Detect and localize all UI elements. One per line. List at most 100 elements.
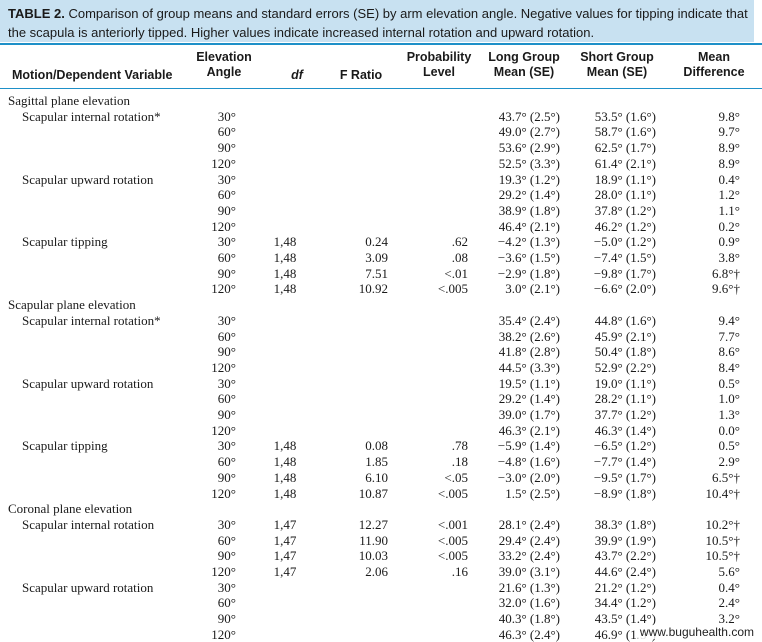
table-row: 120° 44.5° (3.3°) 52.9° (2.2°) 8.4° xyxy=(0,360,762,376)
cell-df: 1,48 xyxy=(273,438,297,454)
cell-mean-difference: 0.5° xyxy=(718,438,740,454)
cell-f-ratio: 10.92 xyxy=(358,281,388,297)
cell-short-group-mean: −7.4° (1.5°) xyxy=(593,250,656,265)
table-row: Scapular upward rotation 30° 21.6° (1.3°) 2… xyxy=(0,580,762,596)
cell-long-group-mean: 53.6° (2.9°) xyxy=(498,140,560,156)
cell-mean-difference: 3.8° xyxy=(718,250,740,265)
cell-long-group-mean: 29.2° (1.4°) xyxy=(498,187,560,203)
cell-elevation-angle: 120° xyxy=(211,485,236,501)
cell-short-group-mean: −6.5° (1.2°) xyxy=(593,438,656,454)
row-label: Coronal plane elevation xyxy=(8,501,133,517)
cell-short-group-mean: 39.9° (1.9°) xyxy=(594,532,656,548)
cell-mean-difference: 7.7° xyxy=(718,328,740,344)
cell-elevation-angle: 30° xyxy=(217,516,236,532)
caption-text: Comparison of group means and standard e… xyxy=(8,6,748,40)
cell-long-group-mean: −4.8° (1.6°) xyxy=(497,454,560,470)
table-row: 60° 29.2° (1.4°) 28.2° (1.1°) 1.0° xyxy=(0,391,762,407)
header-mean-difference: Mean Difference xyxy=(683,50,745,79)
header-short-group: Short Group Mean (SE) xyxy=(580,50,654,79)
cell-elevation-angle: 120° xyxy=(211,281,236,297)
cell-probability: <.01 xyxy=(444,265,468,281)
table-caption: TABLE 2. Comparison of group means and s… xyxy=(0,0,754,42)
cell-elevation-angle: 30° xyxy=(217,375,236,391)
row-label: Scapular upward rotation xyxy=(22,375,154,391)
cell-f-ratio: 7.51 xyxy=(365,265,388,281)
cell-long-group-mean: 49.0° (2.7°) xyxy=(498,124,560,140)
header-variable: Motion/Dependent Variable xyxy=(12,68,173,82)
top-rule xyxy=(0,43,762,45)
watermark: www.buguhealth.com xyxy=(637,625,756,639)
cell-elevation-angle: 60° xyxy=(217,250,236,265)
row-label: Scapular plane elevation xyxy=(8,297,136,313)
cell-probability: .16 xyxy=(451,564,468,579)
table-row: Scapular internal rotation 30° 1,47 12.27 <.… xyxy=(0,517,762,533)
cell-short-group-mean: 18.9° (1.1°) xyxy=(594,171,656,187)
header-rule xyxy=(0,88,762,89)
cell-long-group-mean: 19.3° (1.2°) xyxy=(498,171,560,187)
header-probability: Probability Level xyxy=(406,50,472,79)
cell-elevation-angle: 30° xyxy=(217,579,236,595)
cell-short-group-mean: −6.6° (2.0°) xyxy=(593,281,656,297)
cell-probability: .62 xyxy=(451,234,468,250)
cell-elevation-angle: 120° xyxy=(211,155,236,171)
table-row: 60° 29.2° (1.4°) 28.0° (1.1°) 1.2° xyxy=(0,187,762,203)
cell-f-ratio: 10.03 xyxy=(358,548,388,564)
cell-df: 1,48 xyxy=(273,485,297,501)
cell-elevation-angle: 30° xyxy=(217,312,236,328)
cell-probability: .78 xyxy=(451,438,468,454)
cell-probability: <.005 xyxy=(437,485,468,501)
cell-elevation-angle: 90° xyxy=(217,344,236,360)
cell-short-group-mean: −8.9° (1.8°) xyxy=(593,485,656,501)
cell-long-group-mean: 41.8° (2.8°) xyxy=(498,344,560,360)
cell-long-group-mean: −3.6° (1.5°) xyxy=(497,250,560,265)
cell-mean-difference: 0.9° xyxy=(718,234,740,250)
cell-df: 1,47 xyxy=(273,548,297,564)
row-label: Scapular internal rotation* xyxy=(22,312,161,328)
table-row: 60° 38.2° (2.6°) 45.9° (2.1°) 7.7° xyxy=(0,329,762,345)
cell-df: 1,47 xyxy=(273,564,297,579)
cell-short-group-mean: 28.0° (1.1°) xyxy=(594,187,656,203)
table-row: 120° 46.4° (2.1°) 46.2° (1.2°) 0.2° xyxy=(0,219,762,235)
table-row: 90° 39.0° (1.7°) 37.7° (1.2°) 1.3° xyxy=(0,407,762,423)
cell-long-group-mean: 3.0° (2.1°) xyxy=(505,281,560,297)
cell-mean-difference: 9.4° xyxy=(718,312,740,328)
cell-short-group-mean: 61.4° (2.1°) xyxy=(594,155,656,171)
table-row: 90° 53.6° (2.9°) 62.5° (1.7°) 8.9° xyxy=(0,140,762,156)
cell-short-group-mean: −5.0° (1.2°) xyxy=(593,234,656,250)
cell-df: 1,47 xyxy=(273,516,297,532)
cell-mean-difference: 10.2°† xyxy=(705,516,740,532)
table-row: 60° 49.0° (2.7°) 58.7° (1.6°) 9.7° xyxy=(0,124,762,140)
cell-f-ratio: 6.10 xyxy=(365,469,388,485)
cell-short-group-mean: 46.2° (1.2°) xyxy=(594,218,656,234)
header-elevation: Elevation Angle xyxy=(196,50,252,79)
cell-mean-difference: 10.5°† xyxy=(705,548,740,564)
cell-short-group-mean: 21.2° (1.2°) xyxy=(594,579,656,595)
cell-elevation-angle: 30° xyxy=(217,171,236,187)
cell-elevation-angle: 90° xyxy=(217,202,236,218)
cell-long-group-mean: 32.0° (1.6°) xyxy=(498,595,560,611)
cell-elevation-angle: 90° xyxy=(217,611,236,627)
cell-long-group-mean: 38.9° (1.8°) xyxy=(498,202,560,218)
cell-long-group-mean: 46.3° (2.4°) xyxy=(498,626,560,642)
section-row: Scapular plane elevation xyxy=(0,297,762,313)
table-row: 120° 52.5° (3.3°) 61.4° (2.1°) 8.9° xyxy=(0,156,762,172)
cell-short-group-mean: 45.9° (2.1°) xyxy=(594,328,656,344)
header-long-group: Long Group Mean (SE) xyxy=(488,50,560,79)
cell-mean-difference: 3.2° xyxy=(718,611,740,627)
cell-short-group-mean: 44.8° (1.6°) xyxy=(594,312,656,328)
row-label: Sagittal plane elevation xyxy=(8,93,131,108)
cell-mean-difference: 8.9° xyxy=(718,155,740,171)
cell-mean-difference: 1.0° xyxy=(718,391,740,407)
cell-mean-difference: 8.9° xyxy=(718,140,740,156)
cell-mean-difference: 2.4° xyxy=(718,595,740,611)
cell-probability: .18 xyxy=(451,454,468,470)
cell-mean-difference: 2.9° xyxy=(718,454,740,470)
cell-long-group-mean: 1.5° (2.5°) xyxy=(505,485,560,501)
table-row: Scapular upward rotation 30° 19.3° (1.2°) 1… xyxy=(0,172,762,188)
cell-long-group-mean: 19.5° (1.1°) xyxy=(498,375,560,391)
cell-mean-difference: 6.8°† xyxy=(712,265,740,281)
cell-f-ratio: 1.85 xyxy=(365,454,388,470)
cell-mean-difference: 9.8° xyxy=(718,108,740,124)
cell-elevation-angle: 90° xyxy=(217,265,236,281)
cell-mean-difference: 8.6° xyxy=(718,344,740,360)
